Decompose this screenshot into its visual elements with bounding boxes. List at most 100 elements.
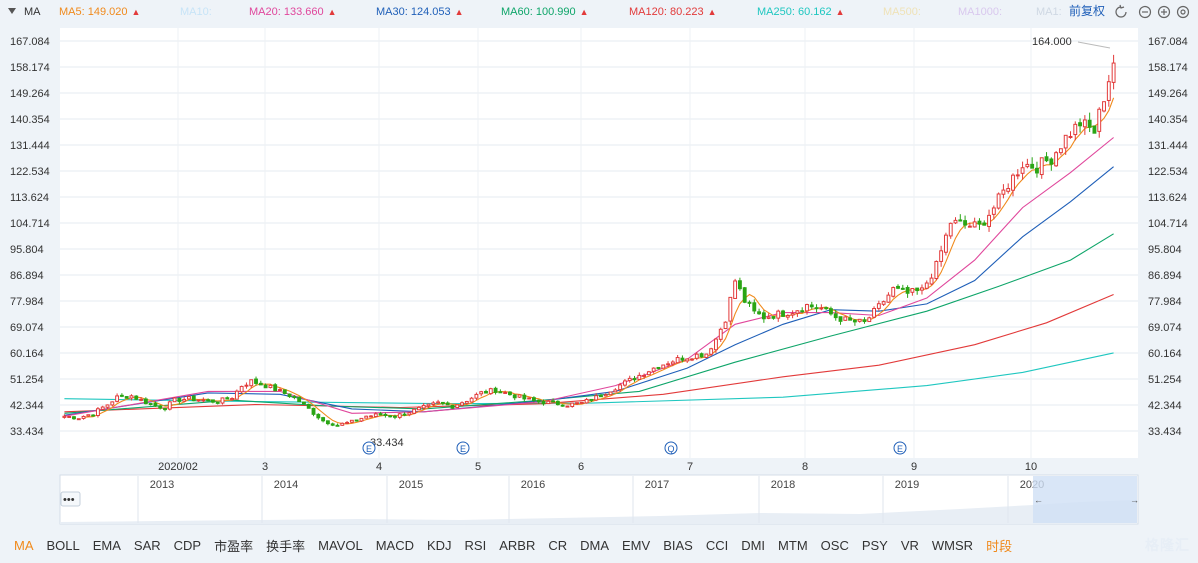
candle xyxy=(637,372,642,380)
candle xyxy=(115,393,120,403)
indicator-dropdown-icon[interactable] xyxy=(8,8,16,14)
month-axis: 2020/02 3 4 5 6 7 8 9 10 xyxy=(158,461,1037,473)
month-label: 5 xyxy=(475,461,481,473)
candle xyxy=(551,398,556,403)
y-tick-label: 95.804 xyxy=(1148,244,1182,256)
indicator-tab[interactable]: MAVOL xyxy=(318,538,363,553)
indicator-tab[interactable]: DMA xyxy=(580,538,610,553)
indicator-tab[interactable]: SAR xyxy=(133,538,161,553)
indicator-tab[interactable]: DMI xyxy=(741,538,766,553)
candle xyxy=(105,404,110,410)
candle xyxy=(565,405,570,408)
trend-up-icon: ▲ xyxy=(580,7,589,17)
candle xyxy=(1030,157,1035,169)
indicator-tab[interactable]: MA xyxy=(14,538,34,553)
candle xyxy=(469,396,474,403)
candle xyxy=(714,338,718,354)
indicator-tab[interactable]: ARBR xyxy=(499,538,536,553)
adjust-mode-button[interactable]: 前复权 xyxy=(1069,3,1105,18)
candle xyxy=(1035,161,1039,178)
zoom-out-icon[interactable] xyxy=(1138,5,1152,19)
overview-window[interactable] xyxy=(1033,476,1137,523)
indicator-tab[interactable]: WMSR xyxy=(931,538,974,553)
event-marker-icon[interactable]: E xyxy=(456,441,470,455)
indicator-tab[interactable]: VR xyxy=(900,538,919,553)
svg-text:E: E xyxy=(460,444,466,454)
indicator-tab[interactable]: KDJ xyxy=(426,538,452,553)
year-label: 2017 xyxy=(645,479,669,491)
candle xyxy=(939,245,944,267)
max-price-leader xyxy=(1077,41,1111,49)
candle xyxy=(761,310,766,323)
indicator-tab[interactable]: RSI xyxy=(464,538,487,553)
window-left-handle-icon[interactable]: ← xyxy=(1034,495,1043,505)
indicator-tab[interactable]: CDP xyxy=(173,538,202,553)
candle xyxy=(522,393,527,402)
indicator-tab[interactable]: EMA xyxy=(92,538,121,553)
candle xyxy=(402,412,407,417)
ma-legend-item: MA500: xyxy=(883,6,921,18)
candle xyxy=(872,306,876,319)
candle xyxy=(354,419,359,422)
event-marker-icon[interactable]: E xyxy=(362,441,376,455)
indicator-tab[interactable]: MTM xyxy=(778,538,808,553)
y-tick-label: 95.804 xyxy=(10,244,44,256)
candle xyxy=(282,389,287,395)
indicator-tab[interactable]: BIAS xyxy=(663,538,693,553)
y-tick-label: 158.174 xyxy=(1148,62,1188,74)
candle xyxy=(249,379,254,389)
candle xyxy=(910,287,915,296)
indicator-tab[interactable]: PSY xyxy=(861,538,888,553)
y-tick-label: 33.434 xyxy=(1148,426,1182,438)
y-tick-label: 167.084 xyxy=(10,36,50,48)
indicator-tab[interactable]: OSC xyxy=(820,538,849,553)
candle xyxy=(278,387,282,392)
indicator-label[interactable]: MA xyxy=(24,6,41,18)
candle xyxy=(479,390,484,397)
candle xyxy=(1068,131,1073,139)
candle xyxy=(656,366,661,370)
candle xyxy=(618,382,623,393)
max-price-label: 164.000 xyxy=(1032,36,1072,48)
undo-icon[interactable] xyxy=(1115,4,1127,18)
settings-icon[interactable] xyxy=(1176,5,1190,19)
candle xyxy=(220,397,225,405)
candle xyxy=(268,384,273,389)
indicator-tab[interactable]: CCI xyxy=(705,538,729,553)
indicator-tab[interactable]: EMV xyxy=(622,538,651,553)
ma-legend-item: MA20: 133.660 xyxy=(249,6,324,18)
indicator-tab[interactable]: CR xyxy=(548,538,568,553)
month-label: 4 xyxy=(376,461,382,473)
indicator-tab[interactable]: BOLL xyxy=(46,538,80,553)
zoom-in-icon[interactable] xyxy=(1157,5,1171,19)
candle xyxy=(536,399,541,404)
candle xyxy=(905,285,910,298)
candle xyxy=(958,214,963,222)
y-tick-label: 60.164 xyxy=(1148,348,1182,360)
more-dots-icon[interactable]: ••• xyxy=(63,494,75,506)
svg-text:E: E xyxy=(897,444,903,454)
candle xyxy=(843,316,848,321)
candle xyxy=(369,414,373,418)
event-marker-icon[interactable]: E xyxy=(893,441,907,455)
y-tick-label: 51.254 xyxy=(10,374,44,386)
candle xyxy=(1054,150,1059,167)
indicator-tab[interactable]: 换手率 xyxy=(266,539,306,554)
y-tick-label: 86.894 xyxy=(10,270,44,282)
overview-more-button[interactable] xyxy=(60,491,81,507)
event-marker-icon[interactable]: Q xyxy=(664,441,678,455)
candle xyxy=(690,357,694,362)
candle xyxy=(685,358,690,364)
indicator-tab[interactable]: MACD xyxy=(375,538,414,553)
candle xyxy=(172,396,177,403)
candle xyxy=(230,397,235,401)
svg-text:Q: Q xyxy=(667,444,674,454)
y-tick-label: 33.434 xyxy=(10,426,44,438)
y-axis-right: 167.084 158.174 149.264 140.354 131.444 122.5… xyxy=(1148,36,1188,438)
candle xyxy=(972,217,977,228)
window-right-handle-icon[interactable]: → xyxy=(1130,495,1139,505)
indicator-tab[interactable]: 时段 xyxy=(986,539,1013,554)
indicator-tab[interactable]: 市盈率 xyxy=(214,539,254,554)
